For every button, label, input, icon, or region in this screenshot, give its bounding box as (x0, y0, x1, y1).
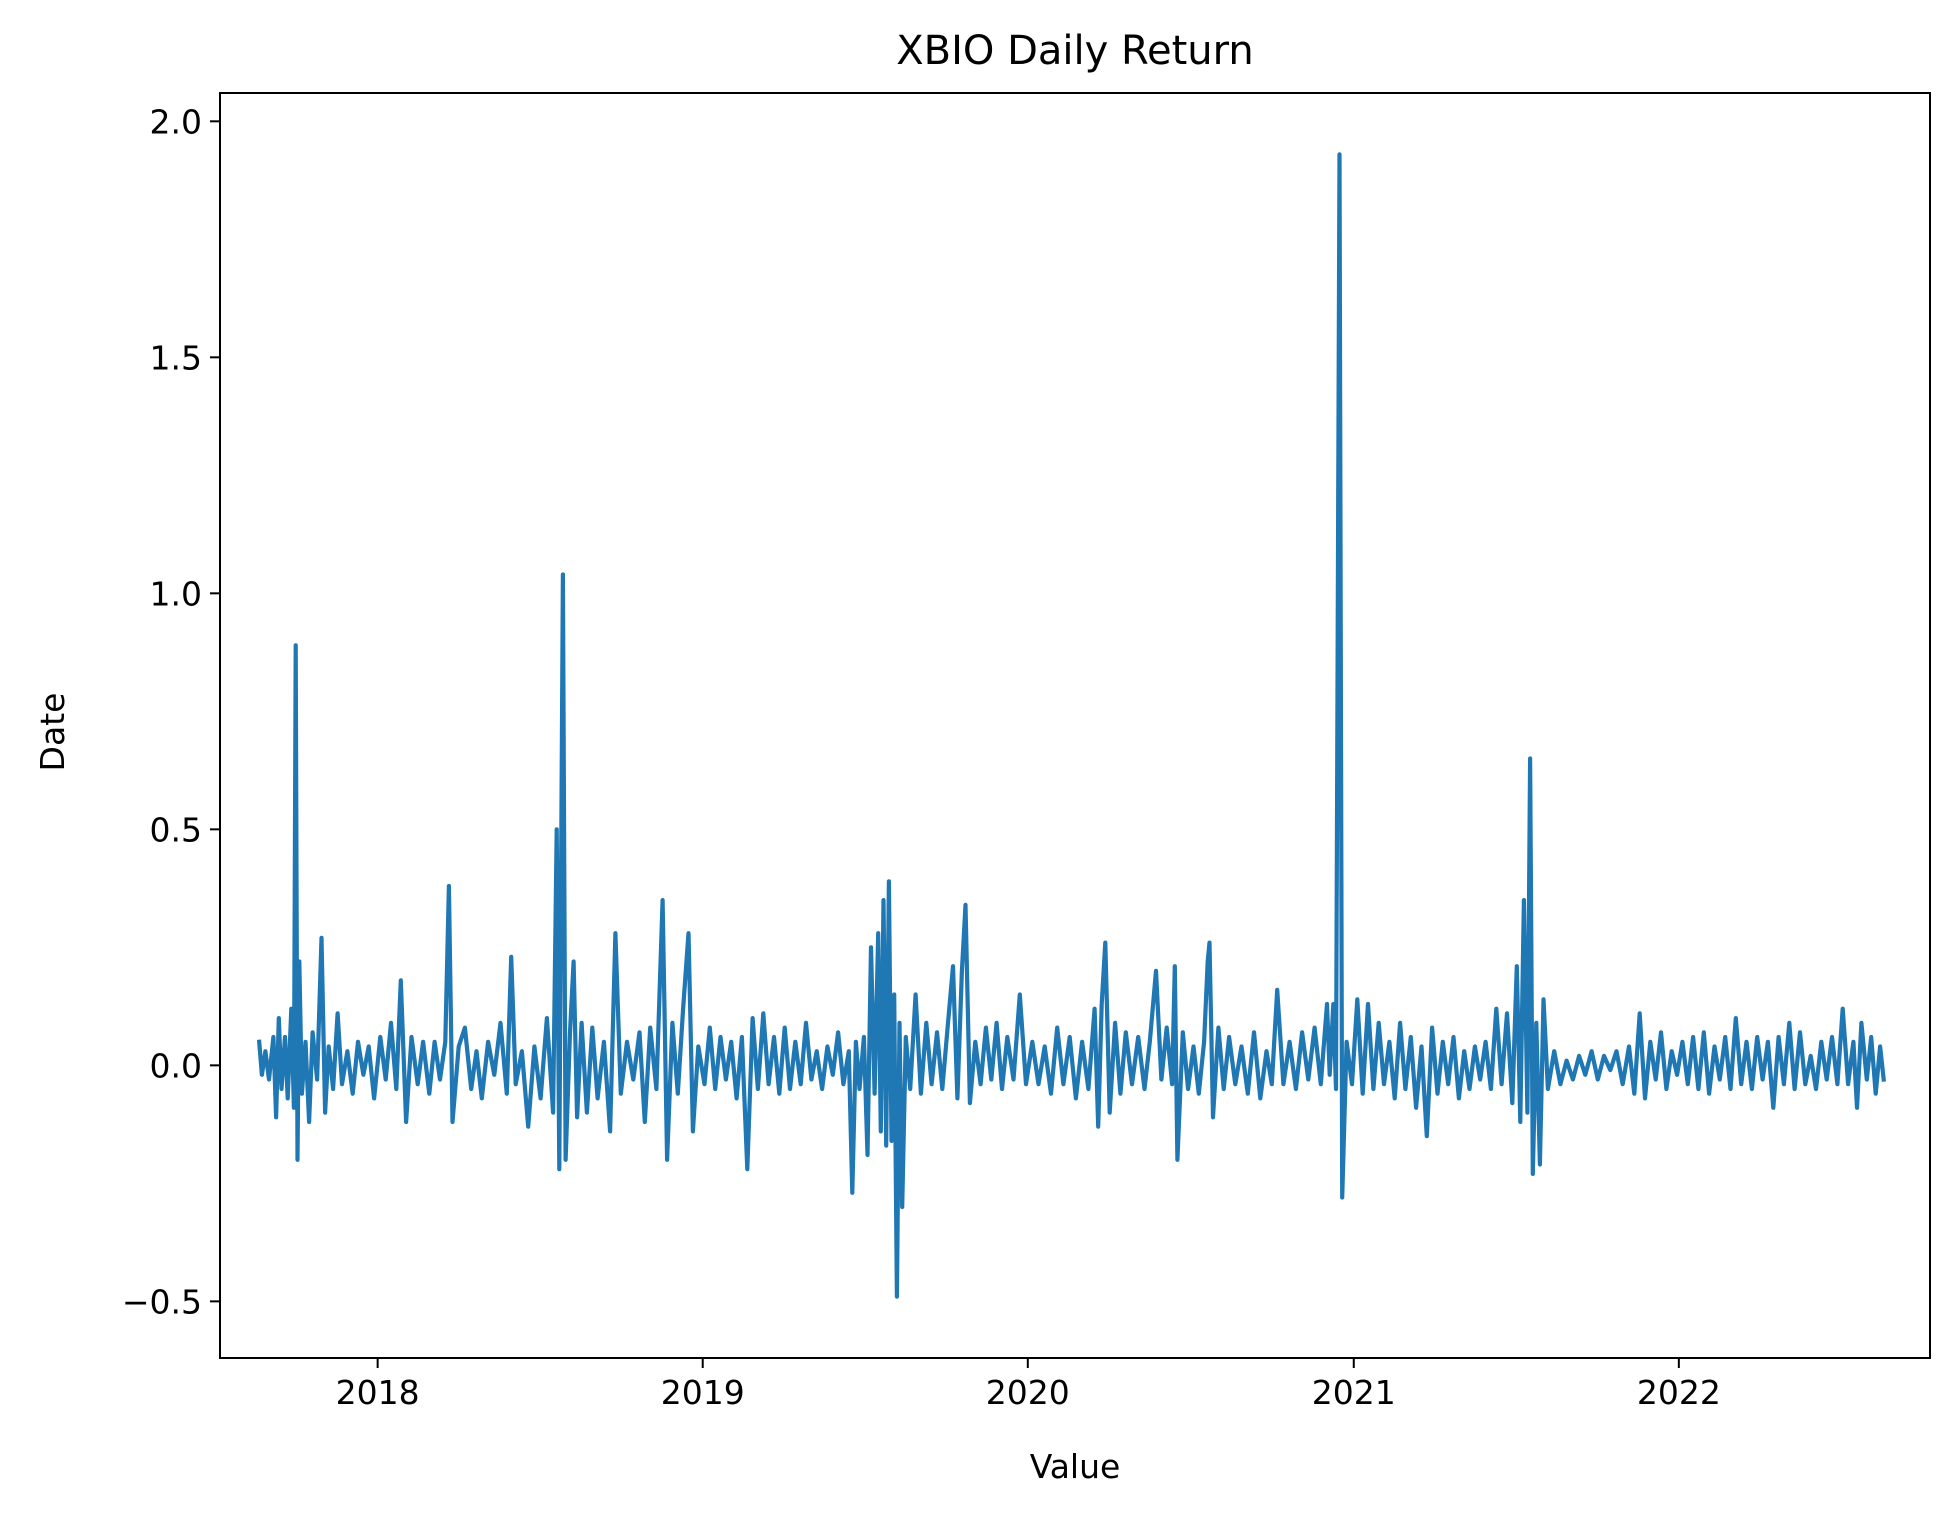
x-tick-label: 2018 (336, 1373, 420, 1412)
x-tick-label: 2021 (1312, 1373, 1396, 1412)
y-tick-label: −0.5 (122, 1282, 202, 1321)
y-axis-title: Date (33, 693, 72, 772)
y-tick-label: 0.5 (150, 810, 202, 849)
y-tick-label: 2.0 (150, 102, 202, 141)
plot-area (256, 152, 1887, 1299)
y-tick-label: 0.0 (150, 1046, 202, 1085)
x-tick-label: 2022 (1637, 1373, 1721, 1412)
y-tick-label: 1.0 (150, 574, 202, 613)
series-line-0 (256, 152, 1887, 1299)
chart-title: XBIO Daily Return (896, 28, 1254, 74)
x-axis-title: Value (1030, 1447, 1121, 1486)
y-tick-label: 1.5 (150, 338, 202, 377)
axes: 2018 2019 2020 2021 2022 2.0 1.5 1.0 0.5 0.0 −0.5 (122, 92, 1931, 1412)
x-tick-label: 2020 (986, 1373, 1070, 1412)
plot-frame (219, 92, 1931, 1359)
x-tick-label: 2019 (661, 1373, 745, 1412)
